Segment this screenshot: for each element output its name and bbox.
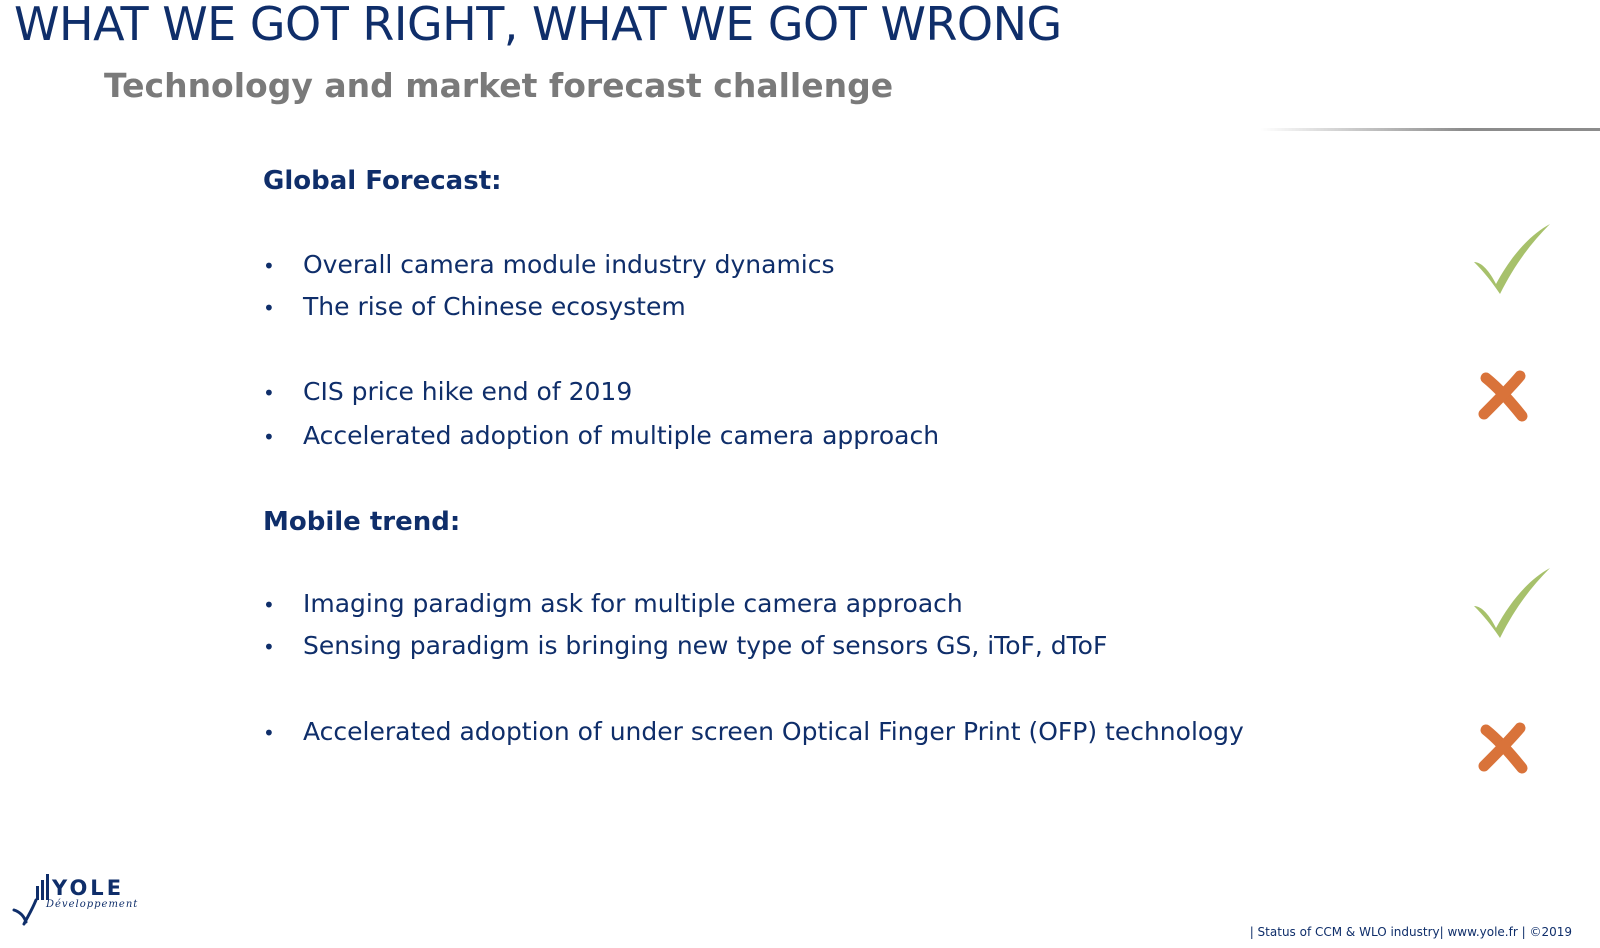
list-item: • The rise of Chinese ecosystem — [263, 290, 686, 325]
check-mark-icon — [1474, 224, 1550, 294]
list-item: • Accelerated adoption of multiple camera… — [263, 419, 939, 454]
logo-name: YOLE — [52, 876, 125, 900]
company-logo: YOLE Développement — [12, 870, 142, 930]
bullet-icon: • — [263, 254, 275, 278]
check-mark-icon — [1474, 568, 1550, 638]
list-item-text: CIS price hike end of 2019 — [303, 377, 633, 406]
list-item: • Accelerated adoption of under screen Op… — [263, 715, 1244, 750]
cross-mark-icon — [1478, 370, 1528, 422]
list-item: • Overall camera module industry dynamics — [263, 248, 835, 283]
bullet-icon: • — [263, 593, 275, 617]
list-item-text: Accelerated adoption of under screen Opt… — [303, 717, 1244, 746]
bullet-icon: • — [263, 635, 275, 659]
list-item-text: Accelerated adoption of multiple camera … — [303, 421, 940, 450]
bullet-icon: • — [263, 381, 275, 405]
section-heading-mobile-trend: Mobile trend: — [263, 507, 461, 537]
list-item-text: Imaging paradigm ask for multiple camera… — [303, 589, 963, 618]
list-item: • CIS price hike end of 2019 — [263, 375, 632, 410]
bullet-icon: • — [263, 721, 275, 745]
cross-mark-icon — [1478, 722, 1528, 774]
slide-title: WHAT WE GOT RIGHT, WHAT WE GOT WRONG — [14, 0, 1062, 51]
bullet-icon: • — [263, 425, 275, 449]
section-heading-global-forecast: Global Forecast: — [263, 166, 502, 196]
list-item: • Sensing paradigm is bringing new type o… — [263, 629, 1107, 664]
logo-mark-icon — [12, 874, 49, 926]
list-item: • Imaging paradigm ask for multiple camer… — [263, 587, 963, 622]
list-item-text: The rise of Chinese ecosystem — [303, 292, 686, 321]
logo-tagline: Développement — [46, 899, 139, 910]
footer-text: | Status of CCM & WLO industry| www.yole… — [1249, 925, 1572, 939]
header-divider — [1260, 128, 1600, 131]
slide-subtitle: Technology and market forecast challenge — [104, 66, 894, 105]
list-item-text: Overall camera module industry dynamics — [303, 250, 835, 279]
list-item-text: Sensing paradigm is bringing new type of… — [303, 631, 1108, 660]
bullet-icon: • — [263, 296, 275, 320]
